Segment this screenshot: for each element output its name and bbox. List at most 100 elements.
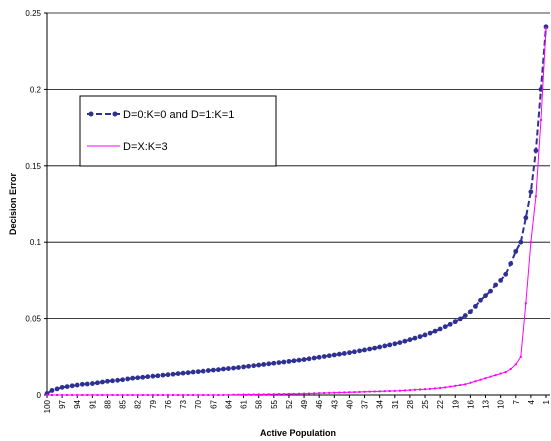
data-point	[474, 380, 477, 383]
data-point	[467, 309, 473, 315]
data-point	[513, 248, 519, 254]
data-point	[539, 118, 542, 121]
data-point	[120, 377, 126, 383]
data-point	[256, 362, 262, 368]
data-point	[205, 368, 211, 373]
data-point	[202, 394, 205, 396]
data-point	[321, 354, 327, 359]
data-point	[166, 394, 169, 396]
data-point	[412, 335, 418, 341]
data-point	[182, 394, 185, 396]
x-tick-label: 13	[482, 399, 491, 408]
data-point	[257, 393, 260, 396]
data-point	[459, 384, 462, 387]
data-point	[439, 386, 442, 389]
data-point	[493, 282, 498, 288]
data-point	[483, 293, 488, 299]
data-point	[64, 384, 70, 389]
data-point	[76, 394, 79, 396]
data-point	[262, 393, 265, 396]
data-point	[402, 338, 408, 344]
data-point	[126, 394, 129, 396]
data-point	[241, 364, 246, 370]
x-tick-label: 91	[88, 399, 97, 408]
data-point	[226, 366, 231, 371]
data-point	[323, 392, 326, 395]
data-point	[215, 367, 221, 373]
data-point	[413, 388, 416, 391]
data-point	[388, 390, 391, 393]
x-tick-label: 70	[194, 399, 203, 408]
data-point	[403, 389, 406, 392]
data-point	[237, 393, 240, 396]
x-tick-label: 46	[315, 399, 324, 408]
data-point	[534, 195, 537, 198]
x-tick-label: 85	[119, 399, 128, 408]
data-point	[51, 394, 54, 396]
data-point	[197, 394, 200, 396]
data-point	[74, 382, 80, 388]
x-tick-label: 67	[209, 399, 218, 408]
data-point	[373, 390, 376, 393]
data-point	[180, 370, 186, 376]
data-point	[328, 391, 331, 394]
data-point	[282, 393, 285, 396]
data-point	[457, 316, 463, 322]
data-point	[165, 372, 171, 378]
data-point	[498, 278, 504, 283]
data-point	[533, 148, 539, 153]
data-point	[101, 394, 104, 396]
data-point	[111, 394, 114, 396]
data-point	[398, 389, 401, 392]
data-point	[190, 369, 196, 375]
data-point	[131, 394, 134, 396]
series-line-1	[46, 26, 547, 395]
data-point	[105, 378, 110, 384]
data-point	[100, 379, 105, 385]
data-point	[358, 390, 361, 393]
y-tick-label: 0.15	[25, 162, 41, 171]
data-point	[267, 393, 270, 396]
data-point	[125, 376, 131, 382]
data-point	[529, 241, 532, 244]
data-point	[95, 380, 100, 386]
data-point	[429, 387, 432, 390]
data-point	[452, 319, 458, 325]
data-point	[338, 391, 341, 394]
data-point	[444, 386, 447, 389]
data-point	[367, 346, 372, 352]
data-point	[343, 391, 346, 394]
data-point	[543, 24, 549, 30]
y-tick-label: 0.05	[25, 315, 41, 324]
data-point	[473, 303, 478, 309]
data-point	[372, 345, 378, 351]
data-point	[187, 394, 190, 396]
data-point	[156, 394, 159, 396]
data-point	[427, 330, 433, 336]
data-point	[397, 340, 403, 345]
data-point	[499, 372, 502, 375]
series-line-2	[47, 28, 547, 396]
data-point	[347, 350, 352, 356]
data-point	[276, 360, 282, 366]
x-tick-label: 100	[43, 399, 52, 413]
y-tick-label: 0.2	[30, 85, 42, 94]
data-point	[207, 394, 210, 396]
data-point	[348, 391, 351, 394]
data-point	[217, 394, 220, 396]
data-point	[422, 332, 428, 338]
data-point	[528, 189, 534, 195]
data-point	[333, 391, 336, 394]
y-axis-title: Decision Error	[8, 172, 18, 235]
x-tick-label: 55	[270, 399, 279, 408]
data-point	[247, 393, 250, 396]
data-point	[484, 377, 487, 380]
data-point	[242, 393, 245, 396]
x-tick-label: 22	[436, 399, 445, 408]
data-point	[378, 390, 381, 393]
x-tick-label: 16	[466, 399, 475, 408]
x-tick-label: 61	[240, 399, 249, 408]
data-point	[418, 388, 421, 391]
data-point	[110, 378, 115, 384]
